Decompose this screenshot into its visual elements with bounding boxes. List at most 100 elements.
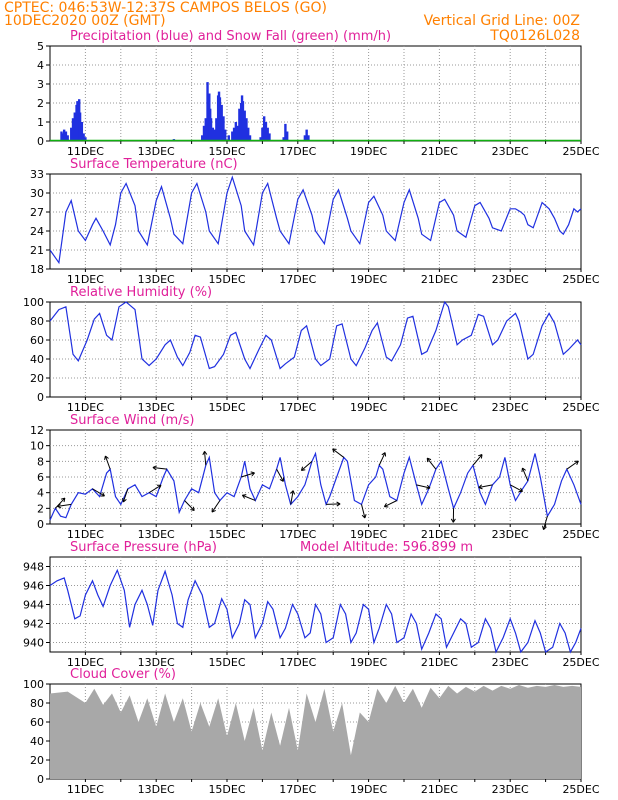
x-tick-label: 11DEC	[67, 656, 104, 669]
y-tick-label: 21	[30, 244, 44, 257]
y-tick-label: 10	[30, 440, 44, 453]
wind-arrow	[478, 484, 493, 488]
wind-arrow-head	[290, 490, 296, 495]
wind-arrow	[521, 467, 529, 482]
wind-arrow	[378, 452, 386, 466]
precip-bar	[82, 133, 85, 141]
precip-bar	[305, 129, 308, 141]
wind-arrow-head	[426, 457, 432, 463]
x-tick-label: 11DEC	[67, 145, 104, 158]
x-tick-label: 13DEC	[138, 145, 175, 158]
x-tick-label: 19DEC	[350, 656, 387, 669]
precip-bar	[259, 137, 262, 141]
x-tick-label: 19DEC	[350, 401, 387, 414]
wind-arrow-head	[521, 467, 526, 473]
x-tick-label: 15DEC	[208, 401, 245, 414]
wind-arrow-head	[542, 525, 547, 530]
cloud-title: Cloud Cover (%)	[70, 667, 176, 682]
y-tick-label: 33	[30, 168, 44, 181]
y-tick-label: 100	[23, 678, 44, 691]
y-tick-label: 8	[37, 455, 44, 468]
precip-bar	[202, 125, 206, 141]
wind-arrow-head	[381, 452, 387, 457]
y-tick-label: 2	[37, 502, 44, 515]
wind-arrow	[472, 454, 483, 466]
x-tick-label: 21DEC	[421, 145, 458, 158]
y-tick-label: 27	[30, 206, 44, 219]
precip-bar	[61, 133, 64, 141]
x-tick-label: 15DEC	[208, 273, 245, 286]
y-tick-label: 2	[37, 97, 44, 110]
x-tick-label: 25DEC	[562, 528, 599, 541]
precip-bar	[268, 133, 271, 141]
precip-bar	[209, 118, 213, 141]
wind-arrow	[241, 472, 255, 478]
x-tick-label: 21DEC	[421, 656, 458, 669]
precip-bar	[206, 82, 209, 141]
y-tick-label: 20	[30, 754, 44, 767]
wind-arrow-head	[450, 518, 456, 523]
x-tick-label: 17DEC	[279, 656, 316, 669]
wind-arrow-head	[279, 477, 284, 482]
wind-arrow	[104, 455, 111, 470]
precip-bar	[241, 101, 245, 141]
y-tick-label: 4	[37, 59, 44, 72]
x-tick-label: 21DEC	[421, 528, 458, 541]
y-tick-label: 40	[30, 353, 44, 366]
y-tick-label: 6	[37, 471, 44, 484]
precip-title: Precipitation (blue) and Snow Fall (gree…	[70, 29, 391, 44]
x-tick-label: 17DEC	[279, 273, 316, 286]
y-tick-label: 100	[23, 296, 44, 309]
precip-bar	[222, 116, 225, 141]
wind-arrow-head	[60, 497, 66, 503]
x-tick-label: 17DEC	[279, 145, 316, 158]
wind-title: Surface Wind (m/s)	[70, 413, 194, 428]
y-tick-label: 60	[30, 334, 44, 347]
wind-arrow	[184, 500, 195, 511]
x-tick-label: 15DEC	[208, 783, 245, 796]
y-tick-label: 5	[37, 40, 44, 53]
wind-arrow-head	[332, 448, 337, 453]
y-tick-label: 60	[30, 716, 44, 729]
precip-bar	[262, 116, 266, 141]
wind-arrow	[543, 516, 548, 530]
precip-bar	[215, 118, 218, 141]
wind-arrow-head	[104, 455, 109, 460]
precip-bar	[245, 118, 248, 141]
x-tick-label: 25DEC	[562, 145, 599, 158]
precip-bar	[264, 122, 268, 141]
wind-arrow	[426, 457, 437, 470]
y-tick-label: 942	[23, 618, 44, 631]
wind-arrow-head	[152, 465, 157, 471]
precip-bar	[238, 108, 241, 141]
series-line	[49, 175, 582, 265]
wind-arrow	[122, 488, 129, 503]
y-tick-label: 12	[30, 424, 44, 437]
precip-bar	[285, 131, 289, 141]
precip-bar	[201, 135, 204, 141]
wind-arrow-head	[211, 508, 216, 513]
x-tick-label: 23DEC	[492, 528, 529, 541]
wind-arrow	[242, 494, 256, 501]
x-tick-label: 23DEC	[492, 656, 529, 669]
x-tick-label: 11DEC	[67, 783, 104, 796]
wind-arrow-head	[518, 487, 523, 493]
precip-bar	[78, 112, 82, 141]
x-tick-label: 11DEC	[67, 401, 104, 414]
y-tick-label: 80	[30, 315, 44, 328]
model-code: TQ0126L028	[489, 28, 580, 44]
y-tick-label: 940	[23, 637, 44, 650]
x-tick-label: 23DEC	[492, 783, 529, 796]
precip-bar	[224, 129, 227, 141]
precip-bar	[248, 135, 252, 141]
precip-bar	[80, 122, 84, 141]
series-line	[49, 300, 582, 370]
x-tick-label: 13DEC	[138, 656, 175, 669]
wind-arrow	[92, 488, 105, 497]
wind-arrow-head	[574, 460, 579, 466]
y-tick-label: 24	[30, 225, 44, 238]
wind-arrow-head	[100, 492, 105, 497]
wind-arrow	[204, 451, 207, 466]
y-tick-label: 944	[23, 599, 44, 612]
